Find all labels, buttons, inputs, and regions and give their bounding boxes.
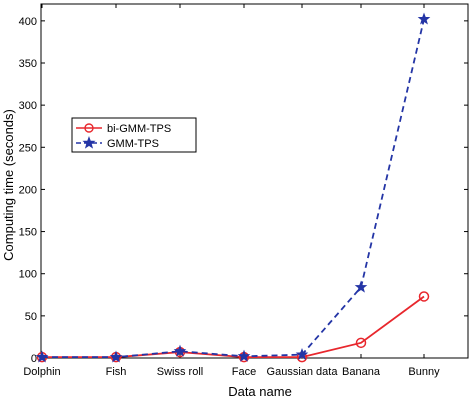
- x-tick-label: Banana: [342, 366, 381, 378]
- data-point-marker: [109, 350, 123, 363]
- data-point-marker: [418, 291, 430, 302]
- x-tick-label: Bunny: [408, 366, 440, 378]
- legend-label-bi-gmm-tps: bi-GMM-TPS: [107, 123, 171, 135]
- legend-box: [71, 117, 197, 153]
- y-tick-label: 100: [19, 269, 37, 281]
- x-tick-label: Gaussian data: [267, 366, 339, 378]
- legend-marker-gmm-tps: [82, 136, 96, 149]
- y-tick-label: 200: [19, 184, 37, 196]
- data-point-marker: [354, 280, 368, 293]
- y-axis-ticks: 0 50 100 150 200 250 300 350 400: [19, 16, 468, 365]
- x-axis-ticks: Dolphin Fish Swiss roll Face Gaussian data Ba…: [23, 4, 440, 378]
- series-layer: [35, 12, 431, 363]
- y-tick-label: 50: [25, 311, 37, 323]
- data-point-marker: [295, 347, 309, 361]
- x-axis-title: Data name: [228, 384, 292, 399]
- legend: bi-GMM-TPS GMM-TPS: [71, 117, 197, 153]
- y-tick-label: 350: [19, 58, 37, 70]
- y-tick-label: 400: [19, 16, 37, 28]
- y-tick-label: 0: [31, 353, 37, 365]
- legend-label-gmm-tps: GMM-TPS: [107, 138, 159, 150]
- y-tick-label: 300: [19, 100, 37, 112]
- x-tick-label: Swiss roll: [157, 366, 203, 378]
- data-point-marker: [35, 350, 49, 363]
- y-axis-title: Computing time (seconds): [1, 109, 16, 261]
- legend-marker-bi-gmm-tps: [84, 123, 94, 133]
- x-tick-label: Fish: [106, 366, 127, 378]
- data-point-marker: [355, 337, 367, 349]
- x-tick-label: Face: [232, 366, 256, 378]
- data-point-marker: [237, 349, 251, 362]
- data-point-marker: [173, 344, 187, 357]
- x-tick-label: Dolphin: [23, 366, 60, 378]
- y-tick-label: 150: [19, 227, 37, 239]
- y-tick-label: 250: [19, 142, 37, 154]
- data-point-marker: [417, 12, 431, 25]
